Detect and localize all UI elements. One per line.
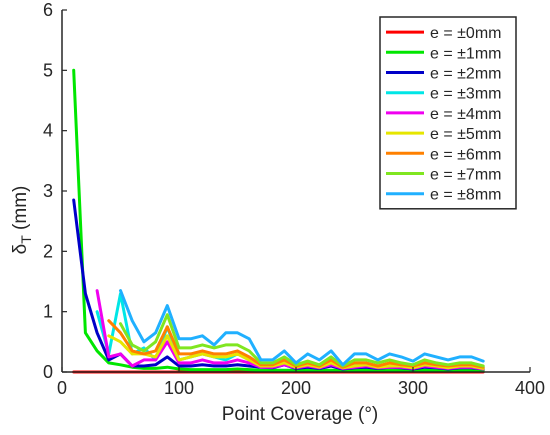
series-line-2 — [72, 198, 485, 371]
legend-label-5: e = ±5mm — [430, 126, 501, 143]
series-line-8 — [119, 289, 485, 367]
series-line-7 — [119, 313, 485, 368]
legend-label-3: e = ±3mm — [430, 86, 501, 103]
x-tick-label-4: 400 — [515, 378, 545, 398]
tick-labels: 0 100 200 300 400 0 1 2 3 4 5 6 — [43, 0, 545, 398]
x-tick-label-1: 100 — [164, 378, 194, 398]
y-tick-label-2: 2 — [43, 241, 53, 261]
x-tick-label-0: 0 — [57, 378, 67, 398]
legend-label-4: e = ±4mm — [430, 106, 501, 123]
legend-label-0: e = ±0mm — [430, 25, 501, 42]
y-axis-label: δT (mm) — [10, 186, 34, 255]
y-axis-label-unit: (mm) — [10, 186, 31, 236]
x-tick-label-3: 300 — [398, 378, 428, 398]
legend-label-1: e = ±1mm — [430, 45, 501, 62]
y-tick-label-5: 5 — [43, 60, 53, 80]
y-axis-label-subscript: T — [18, 235, 34, 244]
y-tick-label-6: 6 — [43, 0, 53, 20]
legend-label-8: e = ±8mm — [430, 187, 501, 204]
legend: e = ±0mm e = ±1mm e = ±2mm e = ±3mm e = ±4mm… — [379, 16, 517, 210]
y-tick-label-4: 4 — [43, 121, 53, 141]
legend-label-7: e = ±7mm — [430, 167, 501, 184]
x-tick-label-2: 200 — [281, 378, 311, 398]
axes — [61, 9, 531, 373]
legend-label-6: e = ±6mm — [430, 146, 501, 163]
y-tick-label-1: 1 — [43, 302, 53, 322]
y-axis-label-symbol: δ — [10, 244, 31, 255]
y-tick-label-3: 3 — [43, 181, 53, 201]
y-tick-label-0: 0 — [43, 362, 53, 382]
x-axis-label: Point Coverage (°) — [222, 404, 379, 425]
legend-label-2: e = ±2mm — [430, 66, 501, 83]
